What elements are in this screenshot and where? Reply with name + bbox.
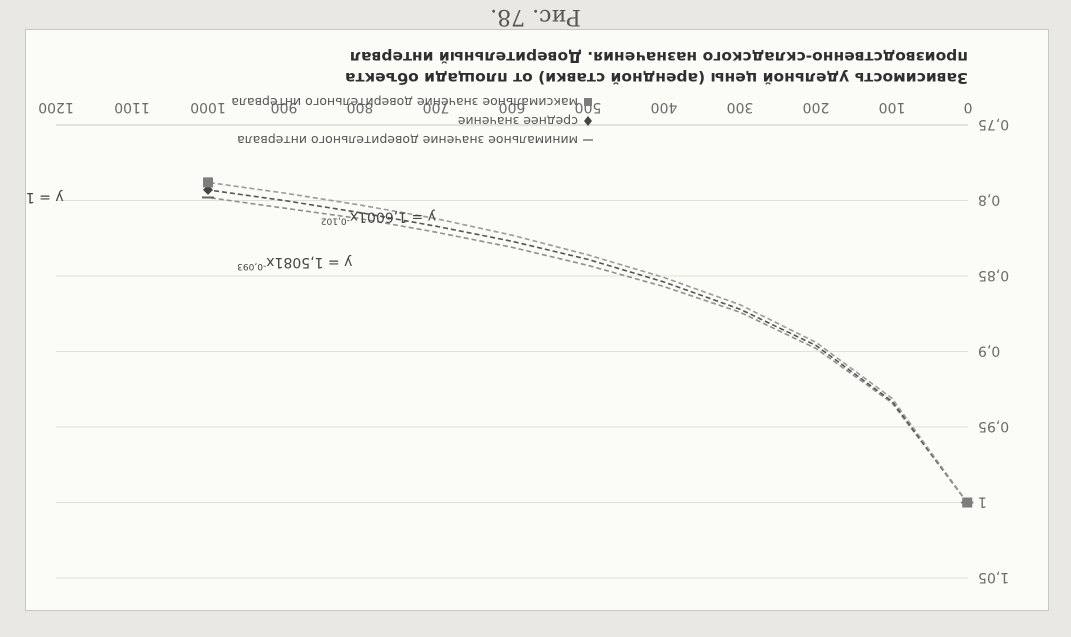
x-tick-label: 1200: [38, 99, 74, 115]
chart-title-line-1: Зависимость удельной цены (арендной став…: [345, 69, 968, 87]
x-tick-label: 500: [575, 99, 602, 115]
legend-marker-square: [584, 98, 592, 106]
trend-equation-exponent: -0,093: [237, 261, 266, 271]
y-tick-label: 0,8: [978, 192, 1000, 208]
y-tick-label: 0,9: [978, 343, 1000, 359]
x-tick-label: 300: [727, 99, 754, 115]
legend-label: минимальное значение доверительного инте…: [237, 133, 578, 148]
y-tick-label: 1,05: [978, 569, 1009, 585]
x-tick-label: 1000: [190, 99, 226, 115]
data-point-square: [203, 177, 213, 188]
x-tick-label: 800: [347, 99, 374, 115]
trend-equation-exponent: -0,102: [321, 216, 350, 226]
x-tick-label: 100: [879, 99, 906, 115]
legend-marker-diamond: [584, 116, 592, 126]
figure-caption: Рис. 78.: [0, 1, 1071, 29]
x-tick-label: 600: [499, 99, 526, 115]
y-tick-label: 0,75: [978, 116, 1009, 132]
x-tick-labels: 0 100 200 300 400 500 600 700 800 900 1000 1100 1200: [38, 99, 972, 115]
trend-equation-1: y = 1,5081x-0,093: [237, 254, 352, 271]
series-group: [202, 177, 974, 508]
x-tick-label: 900: [271, 99, 298, 115]
data-point-square: [962, 497, 973, 508]
legend: минимальное значение доверительного инте…: [231, 95, 593, 148]
x-tick-label: 0: [964, 99, 973, 115]
x-tick-label: 1100: [114, 99, 150, 115]
y-tick-label: 1: [978, 494, 987, 510]
series-line-2: [207, 181, 968, 503]
grid-lines: [56, 124, 968, 579]
y-tick-label: 0,85: [978, 267, 1009, 283]
chart-frame: 0 100 200 300 400 500 600 700 800 900 1000 1100 1200…: [0, 29, 1049, 611]
x-tick-label: 400: [651, 99, 678, 115]
data-point-diamond: [203, 184, 213, 195]
trend-equation-0: y = 1,6001x-0,102: [321, 209, 436, 226]
y-tick-label: 0,95: [978, 418, 1009, 434]
x-tick-label: 200: [803, 99, 830, 115]
chart-title-line-2: производственно-складского назначения. Д…: [350, 48, 968, 66]
chart-svg: 0 100 200 300 400 500 600 700 800 900 1000 1100 1200…: [0, 48, 1009, 585]
legend-label: среднее значение: [457, 114, 578, 129]
series-line-1: [207, 189, 968, 503]
y-tick-labels: 0,75 0,8 0,85 0,9 0,95 1 1,05: [978, 116, 1009, 585]
legend-label: максимальное значение доверительного инт…: [231, 95, 578, 110]
trend-equation-2: y = 1,5531x-0,098: [26, 189, 64, 206]
series-line-0: [207, 196, 968, 503]
x-tick-label: 700: [423, 99, 450, 115]
